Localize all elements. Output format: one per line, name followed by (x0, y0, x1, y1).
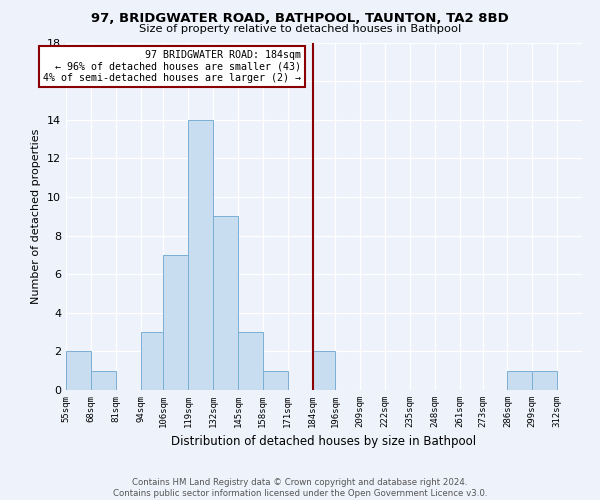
Bar (263, 370, 287, 390)
Text: Size of property relative to detached houses in Bathpool: Size of property relative to detached ho… (139, 24, 461, 34)
Bar (238, 332, 263, 390)
Bar (213, 216, 238, 390)
Y-axis label: Number of detached properties: Number of detached properties (31, 128, 41, 304)
Text: 97 BRIDGWATER ROAD: 184sqm
← 96% of detached houses are smaller (43)
4% of semi-: 97 BRIDGWATER ROAD: 184sqm ← 96% of deta… (43, 50, 301, 84)
Text: 97, BRIDGWATER ROAD, BATHPOOL, TAUNTON, TA2 8BD: 97, BRIDGWATER ROAD, BATHPOOL, TAUNTON, … (91, 12, 509, 26)
Bar (91, 370, 116, 390)
Bar (188, 120, 213, 390)
Bar (508, 370, 532, 390)
X-axis label: Distribution of detached houses by size in Bathpool: Distribution of detached houses by size … (172, 436, 476, 448)
Bar (163, 255, 188, 390)
Bar (313, 352, 335, 390)
Text: Contains HM Land Registry data © Crown copyright and database right 2024.
Contai: Contains HM Land Registry data © Crown c… (113, 478, 487, 498)
Bar (66, 352, 91, 390)
Bar (140, 332, 163, 390)
Bar (532, 370, 557, 390)
